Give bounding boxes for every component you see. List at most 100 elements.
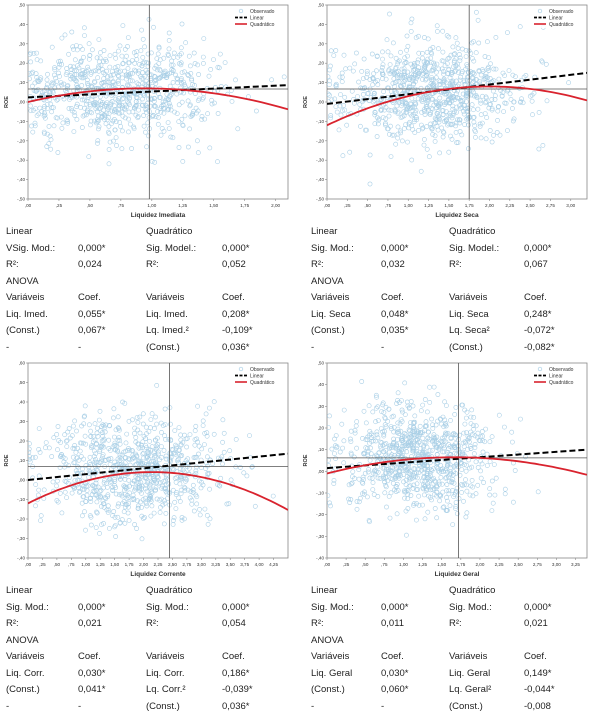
y-tick-label: -,20 bbox=[316, 138, 324, 143]
x-tick-label: 2,50 bbox=[168, 562, 177, 567]
r2-linear-label: R²: bbox=[311, 616, 324, 633]
legend-observed-label: Observado bbox=[549, 9, 574, 15]
anova-title: ANOVA bbox=[6, 274, 39, 291]
quadratic-coef: -0,109* bbox=[222, 323, 253, 340]
variables-header: Variáveis bbox=[6, 290, 44, 307]
variables-header: Variáveis bbox=[6, 649, 44, 666]
quadratic-title: Quadrático bbox=[146, 583, 192, 600]
stats-anova-row: ANOVA bbox=[6, 274, 291, 291]
stats-anova-row: ANOVA bbox=[311, 274, 586, 291]
sig-linear-value: 0,000* bbox=[78, 600, 105, 617]
y-tick-label: ,00 bbox=[318, 469, 325, 474]
plot-frame bbox=[28, 363, 288, 558]
linear-title: Linear bbox=[6, 224, 32, 241]
r2-linear-value: 0,011 bbox=[381, 616, 404, 633]
legend-observed-label: Observado bbox=[250, 367, 275, 373]
y-tick-label: ,50 bbox=[19, 380, 26, 385]
stats-coef-row: (Const.) 0,067* Lq. Imed.² -0,109* bbox=[6, 323, 291, 340]
linear-coef: 0,067* bbox=[78, 323, 105, 340]
y-tick-label: ,50 bbox=[318, 3, 325, 8]
x-tick-label: ,00 bbox=[324, 562, 331, 567]
y-tick-label: -,30 bbox=[17, 158, 25, 163]
sig-linear-label: VSig. Mod.: bbox=[6, 241, 55, 258]
x-tick-label: 1,50 bbox=[110, 562, 119, 567]
y-tick-label: ,10 bbox=[318, 447, 325, 452]
x-tick-label: 2,75 bbox=[182, 562, 191, 567]
y-tick-label: -,20 bbox=[316, 512, 324, 517]
plot-frame bbox=[327, 363, 587, 558]
y-axis-label: ROE bbox=[303, 454, 309, 466]
x-tick-label: 2,25 bbox=[154, 562, 163, 567]
x-tick-label: 2,25 bbox=[495, 562, 504, 567]
sig-quadratic-value: 0,000* bbox=[524, 600, 551, 617]
y-tick-label: ,20 bbox=[318, 61, 325, 66]
y-tick-label: -,40 bbox=[316, 556, 324, 561]
stats-coef-header-row: Variáveis Coef. Variáveis Coef. bbox=[311, 290, 586, 307]
coef-header: Coef. bbox=[78, 649, 101, 666]
stats-coef-row: (Const.) 0,041* Lq. Corr.² -0,039* bbox=[6, 682, 291, 699]
y-tick-label: ,00 bbox=[19, 100, 26, 105]
y-tick-label: ,00 bbox=[318, 100, 325, 105]
x-tick-label: 1,75 bbox=[465, 203, 474, 208]
stats-anova-row: ANOVA bbox=[311, 633, 586, 650]
x-tick-label: 3,00 bbox=[197, 562, 206, 567]
stats-coef-row: - - (Const.) -0,082* bbox=[311, 340, 586, 357]
x-tick-label: ,25 bbox=[56, 203, 63, 208]
linear-title: Linear bbox=[6, 583, 32, 600]
stats-block-liquidez-corrente: Linear Quadrático Sig. Mod.: 0,000* Sig.… bbox=[6, 583, 291, 715]
quadratic-coef: 0,248* bbox=[524, 307, 551, 324]
quadratic-variable: Liq. Geral bbox=[449, 666, 490, 683]
linear-coef: 0,060* bbox=[381, 682, 408, 699]
r2-quadratic-value: 0,021 bbox=[524, 616, 548, 633]
sig-linear-label: Sig. Mod.: bbox=[311, 241, 354, 258]
x-tick-label: ,50 bbox=[87, 203, 94, 208]
y-tick-label: -,40 bbox=[17, 177, 25, 182]
legend-linear-label: Linear bbox=[250, 373, 264, 379]
y-tick-label: -,40 bbox=[17, 556, 25, 561]
x-tick-label: ,75 bbox=[68, 562, 75, 567]
x-tick-label: 3,25 bbox=[571, 562, 580, 567]
sig-linear-value: 0,000* bbox=[381, 241, 408, 258]
quadratic-coef: -0,072* bbox=[524, 323, 555, 340]
x-tick-label: ,75 bbox=[385, 203, 392, 208]
stats-coef-row: - - (Const.) 0,036* bbox=[6, 340, 291, 357]
y-tick-label: ,10 bbox=[318, 80, 325, 85]
variables-header: Variáveis bbox=[146, 649, 184, 666]
y-tick-label: ,30 bbox=[318, 41, 325, 46]
x-tick-label: 2,00 bbox=[485, 203, 494, 208]
x-tick-label: ,00 bbox=[324, 203, 331, 208]
x-tick-label: 3,75 bbox=[240, 562, 249, 567]
x-tick-label: 1,75 bbox=[456, 562, 465, 567]
x-tick-label: ,25 bbox=[343, 562, 350, 567]
x-axis-label: Liquidez Seca bbox=[435, 212, 479, 219]
x-tick-label: 2,50 bbox=[526, 203, 535, 208]
stats-anova-row: ANOVA bbox=[6, 633, 291, 650]
x-tick-label: 2,25 bbox=[505, 203, 514, 208]
linear-title: Linear bbox=[311, 583, 337, 600]
legend-linear-label: Linear bbox=[549, 373, 563, 379]
sig-linear-value: 0,000* bbox=[381, 600, 408, 617]
x-tick-label: 1,75 bbox=[125, 562, 134, 567]
x-tick-label: 2,75 bbox=[546, 203, 555, 208]
quadratic-variable: (Const.) bbox=[449, 340, 483, 357]
r2-quadratic-label: R²: bbox=[146, 616, 159, 633]
linear-coef: 0,048* bbox=[381, 307, 408, 324]
x-tick-label: ,75 bbox=[118, 203, 125, 208]
r2-linear-value: 0,032 bbox=[381, 257, 405, 274]
r2-quadratic-label: R²: bbox=[449, 257, 462, 274]
x-tick-label: ,25 bbox=[344, 203, 351, 208]
r2-quadratic-value: 0,067 bbox=[524, 257, 548, 274]
x-tick-label: 2,00 bbox=[139, 562, 148, 567]
r2-linear-label: R²: bbox=[311, 257, 324, 274]
r2-quadratic-label: R²: bbox=[449, 616, 462, 633]
y-tick-label: -,50 bbox=[17, 197, 25, 202]
y-tick-label: -,10 bbox=[316, 491, 324, 496]
x-tick-label: 1,50 bbox=[209, 203, 218, 208]
linear-variable: (Const.) bbox=[311, 682, 345, 699]
anova-title: ANOVA bbox=[311, 274, 344, 291]
